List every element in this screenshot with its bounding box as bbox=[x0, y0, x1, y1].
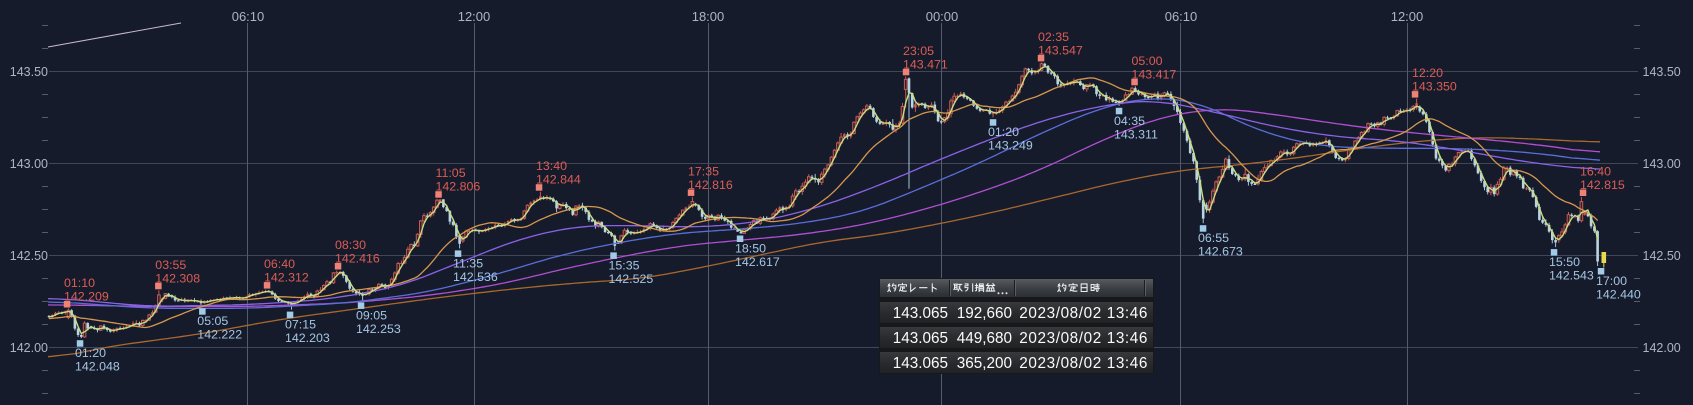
svg-text:01:20: 01:20 bbox=[75, 346, 106, 360]
svg-text:142.440: 142.440 bbox=[1596, 288, 1641, 302]
svg-text:01:10: 01:10 bbox=[64, 276, 95, 290]
svg-text:142.525: 142.525 bbox=[609, 272, 654, 286]
svg-text:142.617: 142.617 bbox=[735, 255, 780, 269]
svg-text:143.065: 143.065 bbox=[893, 330, 948, 347]
svg-text:142.673: 142.673 bbox=[1198, 245, 1243, 259]
svg-text:142.253: 142.253 bbox=[356, 322, 401, 336]
svg-text:15:50: 15:50 bbox=[1549, 255, 1580, 269]
svg-text:143.311: 143.311 bbox=[1114, 127, 1158, 141]
svg-text:11:35: 11:35 bbox=[453, 256, 483, 270]
svg-text:143.471: 143.471 bbox=[903, 57, 948, 71]
svg-text:06:10: 06:10 bbox=[1165, 9, 1198, 24]
svg-text:142.308: 142.308 bbox=[155, 271, 200, 285]
svg-text:365,200: 365,200 bbox=[957, 355, 1012, 372]
svg-text:142.50: 142.50 bbox=[1643, 249, 1681, 263]
svg-text:142.203: 142.203 bbox=[285, 331, 330, 345]
svg-text:449,680: 449,680 bbox=[957, 330, 1012, 347]
svg-text:16:40: 16:40 bbox=[1580, 165, 1611, 179]
svg-text:142.209: 142.209 bbox=[64, 290, 109, 304]
svg-text:15:35: 15:35 bbox=[609, 258, 640, 272]
svg-text:11:05: 11:05 bbox=[436, 166, 466, 180]
svg-text:142.543: 142.543 bbox=[1549, 269, 1594, 283]
svg-text:142.815: 142.815 bbox=[1580, 178, 1625, 192]
svg-text:142.806: 142.806 bbox=[436, 180, 481, 194]
svg-text:2023/08/02 13:46: 2023/08/02 13:46 bbox=[1019, 355, 1148, 372]
svg-text:142.222: 142.222 bbox=[197, 328, 242, 342]
svg-text:12:00: 12:00 bbox=[1391, 9, 1424, 24]
svg-text:09:05: 09:05 bbox=[356, 308, 387, 322]
svg-text:142.816: 142.816 bbox=[688, 178, 733, 192]
svg-text:192,660: 192,660 bbox=[957, 305, 1012, 322]
svg-text:08:30: 08:30 bbox=[335, 238, 366, 252]
svg-text:142.536: 142.536 bbox=[453, 270, 498, 284]
svg-text:143.50: 143.50 bbox=[10, 65, 48, 79]
svg-text:05:05: 05:05 bbox=[197, 314, 228, 328]
svg-text:143.249: 143.249 bbox=[988, 139, 1033, 153]
svg-text:03:55: 03:55 bbox=[155, 258, 186, 272]
svg-text:142.312: 142.312 bbox=[264, 271, 309, 285]
svg-text:142.844: 142.844 bbox=[536, 173, 581, 187]
svg-text:143.350: 143.350 bbox=[1412, 80, 1457, 94]
svg-text:143.417: 143.417 bbox=[1132, 67, 1177, 81]
svg-text:143.00: 143.00 bbox=[10, 157, 48, 171]
svg-text:142.00: 142.00 bbox=[10, 341, 48, 355]
svg-text:142.00: 142.00 bbox=[1643, 341, 1681, 355]
svg-text:18:00: 18:00 bbox=[692, 9, 725, 24]
svg-text:2023/08/02 13:46: 2023/08/02 13:46 bbox=[1019, 330, 1148, 347]
svg-text:01:20: 01:20 bbox=[988, 125, 1019, 139]
svg-text:07:15: 07:15 bbox=[285, 318, 316, 332]
svg-text:00:00: 00:00 bbox=[926, 9, 959, 24]
svg-text:06:10: 06:10 bbox=[232, 9, 265, 24]
svg-text:05:00: 05:00 bbox=[1132, 54, 1163, 68]
svg-text:12:20: 12:20 bbox=[1412, 66, 1443, 80]
svg-text:143.065: 143.065 bbox=[893, 305, 948, 322]
svg-text:06:55: 06:55 bbox=[1198, 231, 1229, 245]
svg-text:04:35: 04:35 bbox=[1114, 114, 1145, 128]
svg-text:23:05: 23:05 bbox=[903, 44, 934, 58]
svg-text:17:00: 17:00 bbox=[1596, 274, 1627, 288]
svg-text:2023/08/02 13:46: 2023/08/02 13:46 bbox=[1019, 305, 1148, 322]
svg-text:18:50: 18:50 bbox=[735, 242, 766, 256]
svg-text:142.416: 142.416 bbox=[335, 252, 380, 266]
svg-text:143.00: 143.00 bbox=[1643, 157, 1681, 171]
svg-text:02:35: 02:35 bbox=[1038, 30, 1069, 44]
svg-text:06:40: 06:40 bbox=[264, 257, 295, 271]
svg-text:142.50: 142.50 bbox=[10, 249, 48, 263]
svg-text:17:35: 17:35 bbox=[688, 164, 719, 178]
svg-text:143.50: 143.50 bbox=[1643, 65, 1681, 79]
svg-text:143.065: 143.065 bbox=[893, 355, 948, 372]
svg-text:143.547: 143.547 bbox=[1038, 43, 1083, 57]
svg-text:142.048: 142.048 bbox=[75, 360, 120, 374]
svg-text:13:40: 13:40 bbox=[536, 159, 567, 173]
svg-text:12:00: 12:00 bbox=[458, 9, 491, 24]
